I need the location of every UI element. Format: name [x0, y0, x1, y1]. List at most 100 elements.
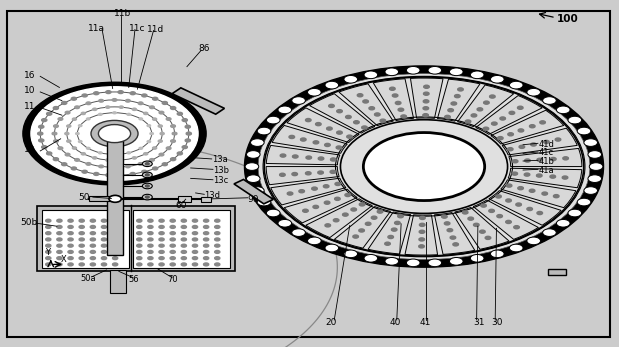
Circle shape — [324, 143, 330, 146]
Circle shape — [336, 146, 342, 149]
Circle shape — [266, 116, 280, 124]
Circle shape — [90, 226, 95, 228]
Circle shape — [556, 219, 570, 227]
Circle shape — [102, 226, 106, 228]
Circle shape — [162, 163, 167, 166]
Circle shape — [170, 219, 175, 222]
Circle shape — [453, 243, 459, 246]
Circle shape — [385, 242, 391, 245]
Circle shape — [148, 238, 153, 241]
Circle shape — [584, 187, 597, 194]
Circle shape — [158, 140, 162, 142]
Circle shape — [193, 244, 197, 247]
Circle shape — [588, 151, 602, 158]
Circle shape — [513, 160, 518, 163]
Bar — [234, 179, 274, 204]
Circle shape — [462, 211, 468, 214]
Circle shape — [46, 219, 51, 222]
Wedge shape — [457, 85, 514, 127]
Circle shape — [159, 251, 164, 253]
Circle shape — [483, 127, 489, 130]
Circle shape — [130, 92, 136, 95]
Circle shape — [398, 215, 404, 218]
Circle shape — [553, 195, 559, 198]
Circle shape — [359, 203, 365, 206]
Circle shape — [363, 100, 368, 103]
Circle shape — [470, 254, 484, 262]
Circle shape — [481, 204, 487, 207]
Circle shape — [509, 81, 523, 89]
Circle shape — [162, 102, 167, 104]
Text: 16: 16 — [24, 71, 35, 80]
Text: 13a: 13a — [212, 155, 227, 164]
Text: 13b: 13b — [213, 166, 229, 175]
Circle shape — [91, 120, 138, 147]
Circle shape — [318, 157, 324, 160]
Circle shape — [448, 109, 454, 112]
Bar — [133, 210, 230, 268]
Circle shape — [46, 238, 51, 241]
Text: 41c: 41c — [539, 148, 553, 157]
Text: 40: 40 — [390, 318, 401, 327]
Circle shape — [72, 118, 77, 120]
Circle shape — [62, 102, 67, 104]
Circle shape — [266, 209, 280, 217]
Circle shape — [420, 216, 425, 219]
Circle shape — [142, 170, 147, 173]
Circle shape — [57, 257, 62, 260]
Circle shape — [519, 145, 525, 149]
Circle shape — [148, 251, 153, 253]
Circle shape — [170, 244, 175, 247]
Circle shape — [394, 221, 400, 225]
Circle shape — [506, 184, 512, 187]
Bar — [172, 88, 225, 114]
Circle shape — [119, 159, 123, 161]
Circle shape — [454, 95, 460, 98]
Circle shape — [170, 226, 175, 228]
Circle shape — [313, 141, 319, 144]
Wedge shape — [491, 110, 564, 144]
Circle shape — [423, 100, 429, 103]
Circle shape — [527, 237, 540, 245]
Text: 90: 90 — [248, 195, 259, 204]
Circle shape — [292, 229, 305, 236]
Circle shape — [185, 139, 191, 142]
Circle shape — [159, 257, 164, 260]
Bar — [178, 196, 191, 202]
Circle shape — [126, 165, 130, 168]
Circle shape — [374, 113, 380, 116]
Circle shape — [46, 257, 51, 260]
Circle shape — [87, 118, 90, 120]
Circle shape — [58, 118, 63, 120]
Wedge shape — [266, 167, 339, 185]
Circle shape — [543, 140, 549, 143]
Circle shape — [181, 238, 186, 241]
Circle shape — [449, 68, 463, 76]
Circle shape — [385, 68, 399, 76]
Circle shape — [497, 214, 503, 218]
Circle shape — [152, 97, 158, 100]
Text: 41a: 41a — [539, 166, 554, 175]
Wedge shape — [502, 128, 578, 155]
Circle shape — [193, 219, 197, 222]
Circle shape — [93, 157, 97, 159]
Circle shape — [193, 232, 197, 235]
Circle shape — [451, 102, 457, 105]
Text: 10: 10 — [24, 86, 35, 95]
Circle shape — [556, 106, 570, 114]
Text: 11b: 11b — [114, 9, 131, 18]
Circle shape — [215, 257, 220, 260]
Circle shape — [142, 161, 152, 167]
Circle shape — [251, 187, 264, 194]
Circle shape — [316, 122, 321, 126]
Circle shape — [204, 232, 209, 235]
Circle shape — [359, 229, 365, 232]
Circle shape — [68, 226, 73, 228]
Circle shape — [53, 107, 59, 109]
Circle shape — [306, 172, 311, 175]
Circle shape — [99, 165, 103, 168]
Text: 11d: 11d — [147, 25, 165, 34]
Circle shape — [150, 133, 154, 135]
Circle shape — [361, 126, 367, 129]
Circle shape — [159, 219, 164, 222]
